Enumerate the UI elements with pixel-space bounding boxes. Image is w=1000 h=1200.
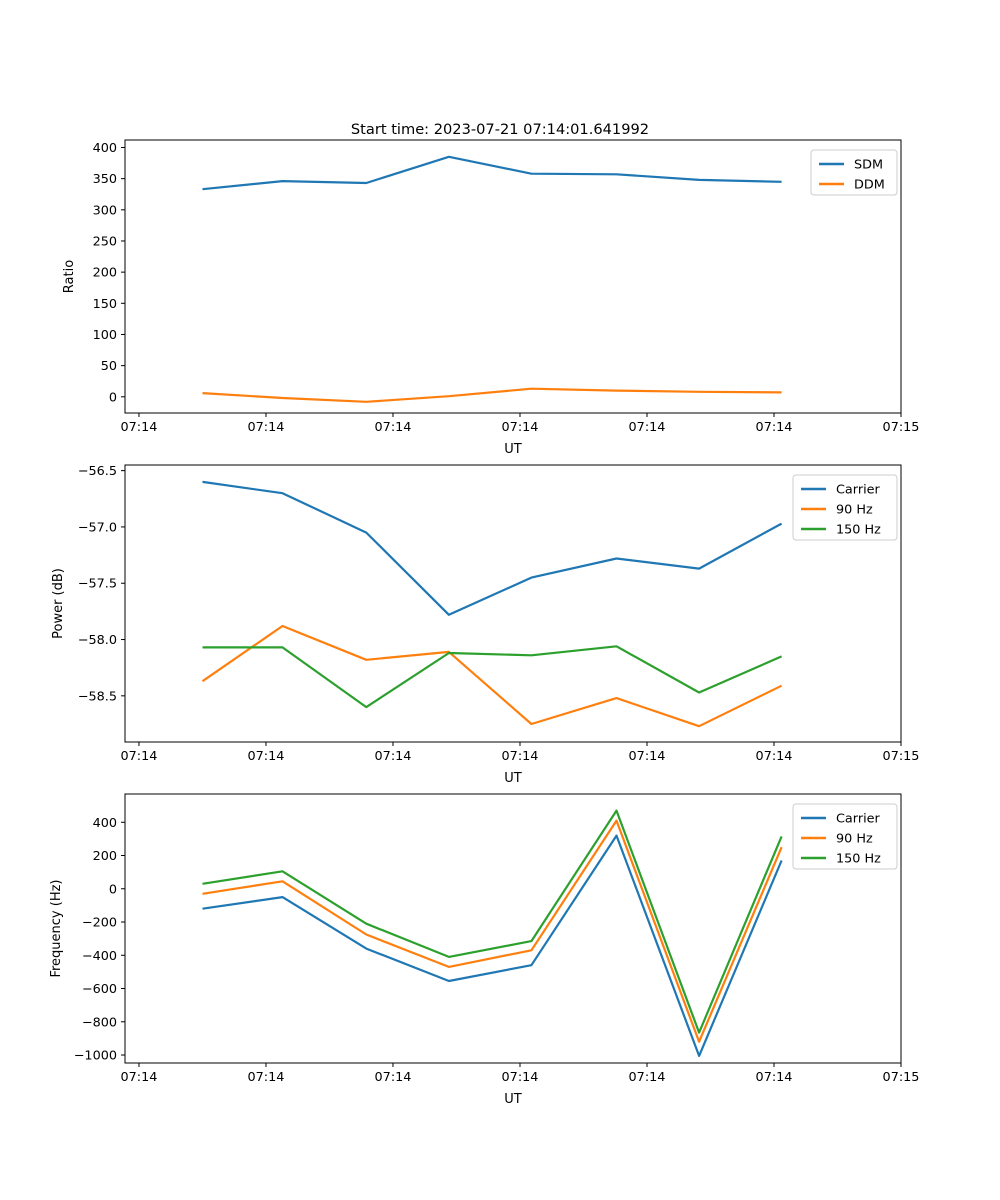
legend-label: Carrier bbox=[836, 812, 881, 827]
y-tick-label: −58.5 bbox=[78, 689, 117, 704]
x-tick-label: 07:14 bbox=[629, 420, 666, 435]
frequency-chart: 07:14 07:14 07:14 07:14 07:14 07:14 07:15 −1000… bbox=[49, 793, 920, 1107]
legend: Carrier 90 Hz 150 Hz bbox=[792, 474, 898, 541]
x-tick-label: 07:14 bbox=[629, 1070, 666, 1085]
150hz-line bbox=[202, 645, 783, 709]
x-tick-label: 07:14 bbox=[756, 420, 793, 435]
figure-title: Start time: 2023-07-21 07:14:01.641992 bbox=[350, 121, 650, 138]
legend-box bbox=[792, 474, 898, 541]
x-tick-label: 07:14 bbox=[375, 749, 412, 764]
y-tick-label: 100 bbox=[93, 328, 117, 343]
y-tick-label: −600 bbox=[82, 982, 117, 997]
x-tick-label: 07:14 bbox=[121, 749, 158, 764]
y-tick-label: 350 bbox=[93, 172, 117, 187]
90hz-line bbox=[201, 624, 783, 728]
x-tick-label: 07:14 bbox=[629, 749, 666, 764]
legend: Carrier 90 Hz 150 Hz bbox=[792, 803, 898, 870]
y-axis-ticks: −1000 −800 −600 −400 −200 0 200 400 bbox=[74, 816, 125, 1064]
axes-frame bbox=[124, 464, 902, 743]
x-axis-ticks: 07:14 07:14 07:14 07:14 07:14 07:14 07:15 bbox=[121, 1063, 920, 1085]
x-tick-label: 07:14 bbox=[502, 749, 539, 764]
y-tick-label: −58.0 bbox=[78, 633, 117, 648]
x-tick-label: 07:14 bbox=[502, 1070, 539, 1085]
y-tick-label: −57.5 bbox=[78, 577, 117, 592]
y-tick-label: 150 bbox=[93, 297, 117, 312]
y-tick-label: 0 bbox=[109, 882, 117, 897]
y-axis-label: Ratio bbox=[62, 260, 77, 293]
y-tick-label: 200 bbox=[93, 266, 117, 281]
y-tick-label: 300 bbox=[93, 203, 117, 218]
x-axis-ticks: 07:14 07:14 07:14 07:14 07:14 07:14 07:15 bbox=[121, 742, 920, 764]
y-axis-ticks: −58.5 −58.0 −57.5 −57.0 −56.5 bbox=[78, 464, 125, 704]
x-tick-label: 07:14 bbox=[375, 420, 412, 435]
x-tick-label: 07:15 bbox=[883, 420, 920, 435]
y-tick-label: −1000 bbox=[74, 1049, 117, 1064]
x-tick-label: 07:14 bbox=[502, 420, 539, 435]
x-tick-label: 07:15 bbox=[883, 749, 920, 764]
x-tick-label: 07:14 bbox=[121, 420, 158, 435]
y-tick-label: 200 bbox=[93, 849, 117, 864]
y-axis-ticks: 0 50 100 150 200 250 300 350 400 bbox=[93, 141, 125, 405]
y-tick-label: 0 bbox=[109, 390, 117, 405]
90hz-line bbox=[202, 819, 783, 1043]
x-tick-label: 07:14 bbox=[248, 420, 285, 435]
x-axis-ticks: 07:14 07:14 07:14 07:14 07:14 07:14 07:15 bbox=[121, 413, 920, 435]
legend-label: SDM bbox=[854, 158, 883, 173]
y-tick-label: 50 bbox=[101, 359, 117, 374]
x-tick-label: 07:14 bbox=[121, 1070, 158, 1085]
x-tick-label: 07:14 bbox=[756, 1070, 793, 1085]
ddm-line bbox=[202, 387, 782, 403]
ratio-chart: 07:14 07:14 07:14 07:14 07:14 07:14 07:15 0 50 10… bbox=[62, 139, 920, 457]
legend-label: 150 Hz bbox=[836, 852, 881, 867]
legend-label: Carrier bbox=[836, 483, 881, 498]
y-axis-label: Power (dB) bbox=[51, 568, 66, 639]
sdm-line bbox=[202, 155, 782, 191]
y-tick-label: −400 bbox=[82, 949, 117, 964]
x-tick-label: 07:14 bbox=[756, 749, 793, 764]
y-tick-label: 400 bbox=[93, 141, 117, 156]
legend: SDM DDM bbox=[810, 149, 898, 196]
y-tick-label: 400 bbox=[93, 816, 117, 831]
x-axis-label: UT bbox=[504, 442, 522, 457]
x-tick-label: 07:14 bbox=[248, 1070, 285, 1085]
x-tick-label: 07:15 bbox=[883, 1070, 920, 1085]
carrier-line bbox=[202, 480, 783, 616]
y-tick-label: 250 bbox=[93, 234, 117, 249]
legend-label: DDM bbox=[854, 178, 885, 193]
axes-frame bbox=[124, 139, 902, 414]
y-tick-label: −56.5 bbox=[78, 464, 117, 479]
y-tick-label: −57.0 bbox=[78, 520, 117, 535]
150hz-line bbox=[202, 809, 783, 1034]
power-chart: 07:14 07:14 07:14 07:14 07:14 07:14 07:15 −58.5… bbox=[51, 464, 919, 786]
legend-label: 90 Hz bbox=[836, 832, 873, 847]
axes-frame bbox=[124, 793, 902, 1064]
carrier-line bbox=[202, 834, 783, 1058]
y-axis-label: Frequency (Hz) bbox=[49, 879, 64, 977]
x-axis-label: UT bbox=[504, 771, 522, 786]
y-tick-label: −200 bbox=[82, 916, 117, 931]
legend-label: 90 Hz bbox=[836, 503, 873, 518]
legend-box bbox=[792, 803, 898, 870]
x-axis-label: UT bbox=[504, 1092, 522, 1107]
y-tick-label: −800 bbox=[82, 1015, 117, 1030]
x-tick-label: 07:14 bbox=[375, 1070, 412, 1085]
x-tick-label: 07:14 bbox=[248, 749, 285, 764]
legend-label: 150 Hz bbox=[836, 523, 881, 538]
